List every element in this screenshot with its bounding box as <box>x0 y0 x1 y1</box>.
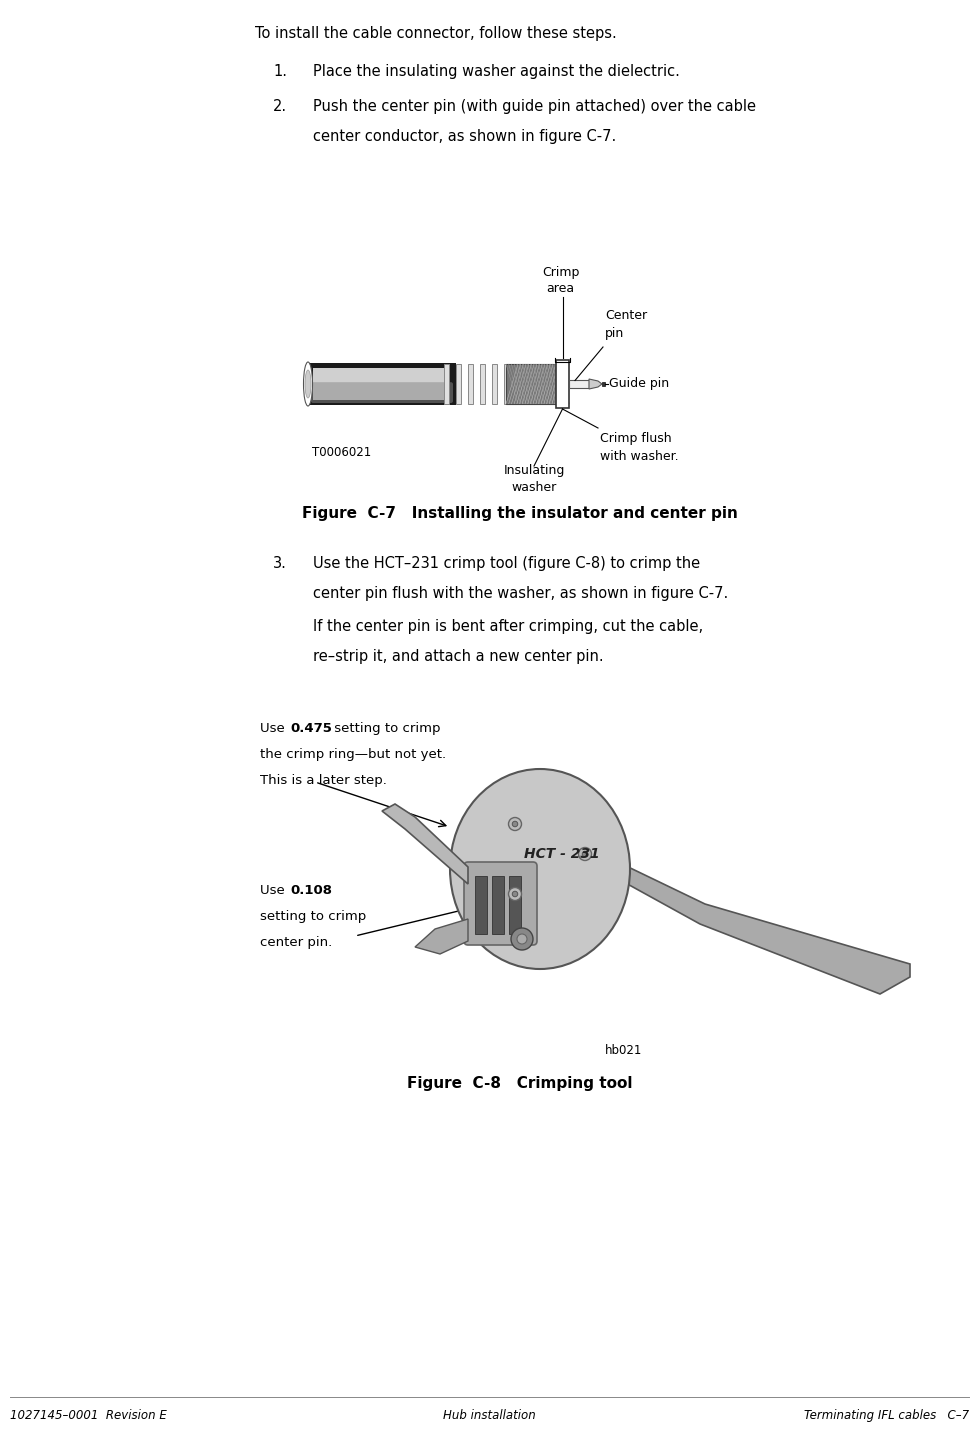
Text: Insulating: Insulating <box>503 464 564 477</box>
Bar <box>515 364 521 404</box>
Text: 1027145–0001  Revision E: 1027145–0001 Revision E <box>10 1409 166 1422</box>
Text: setting to crimp: setting to crimp <box>260 910 366 923</box>
Text: Figure  C-8   Crimping tool: Figure C-8 Crimping tool <box>406 1076 632 1090</box>
Text: Use: Use <box>260 885 289 897</box>
Ellipse shape <box>305 370 311 399</box>
Ellipse shape <box>511 822 517 827</box>
Text: with washer.: with washer. <box>600 450 678 463</box>
Text: Use: Use <box>260 722 289 735</box>
Text: re–strip it, and attach a new center pin.: re–strip it, and attach a new center pin… <box>313 649 603 664</box>
Text: Crimp flush: Crimp flush <box>600 432 671 444</box>
Bar <box>568 380 589 387</box>
Bar <box>492 876 504 935</box>
Text: This is a later step.: This is a later step. <box>260 775 386 787</box>
Bar <box>313 369 446 400</box>
Text: 2.: 2. <box>273 99 287 114</box>
Text: Crimp: Crimp <box>541 266 579 279</box>
Ellipse shape <box>578 847 591 860</box>
Bar <box>527 364 533 404</box>
Text: To install the cable connector, follow these steps.: To install the cable connector, follow t… <box>254 26 616 41</box>
Ellipse shape <box>508 887 521 900</box>
Ellipse shape <box>511 892 517 897</box>
Bar <box>509 876 520 935</box>
Bar <box>308 363 456 404</box>
Ellipse shape <box>516 935 526 945</box>
Text: HCT - 231: HCT - 231 <box>523 847 600 862</box>
Text: 0.108: 0.108 <box>289 885 332 897</box>
Text: Terminating IFL cables   C–7: Terminating IFL cables C–7 <box>803 1409 968 1422</box>
Text: Place the insulating washer against the dielectric.: Place the insulating washer against the … <box>313 64 679 79</box>
Bar <box>467 364 473 404</box>
Text: Use the HCT–231 crimp tool (figure C-8) to crimp the: Use the HCT–231 crimp tool (figure C-8) … <box>313 556 699 572</box>
Bar <box>506 364 556 404</box>
Bar <box>492 364 497 404</box>
Text: Center: Center <box>604 309 646 322</box>
Text: Guide pin: Guide pin <box>608 377 668 390</box>
Ellipse shape <box>450 769 630 969</box>
Ellipse shape <box>582 852 587 857</box>
FancyBboxPatch shape <box>464 862 537 945</box>
Text: pin: pin <box>604 326 624 340</box>
Text: Figure  C-7   Installing the insulator and center pin: Figure C-7 Installing the insulator and … <box>301 506 736 522</box>
Text: center pin flush with the washer, as shown in figure C-7.: center pin flush with the washer, as sho… <box>313 586 728 602</box>
Bar <box>456 364 461 404</box>
Text: T0006021: T0006021 <box>312 446 371 459</box>
Polygon shape <box>621 865 910 995</box>
Bar <box>504 364 509 404</box>
Polygon shape <box>415 919 467 955</box>
Text: Hub installation: Hub installation <box>443 1409 535 1422</box>
Polygon shape <box>381 805 467 885</box>
Ellipse shape <box>303 362 312 406</box>
Text: setting to crimp: setting to crimp <box>330 722 440 735</box>
Bar <box>556 360 568 409</box>
Text: 3.: 3. <box>273 556 287 572</box>
Ellipse shape <box>508 817 521 830</box>
Ellipse shape <box>511 927 532 950</box>
Text: Push the center pin (with guide pin attached) over the cable: Push the center pin (with guide pin atta… <box>313 99 755 114</box>
Text: the crimp ring—but not yet.: the crimp ring—but not yet. <box>260 747 446 762</box>
FancyBboxPatch shape <box>311 382 453 403</box>
Text: If the center pin is bent after crimping, cut the cable,: If the center pin is bent after crimping… <box>313 619 702 634</box>
Text: hb021: hb021 <box>604 1045 642 1057</box>
Bar <box>479 364 485 404</box>
Text: 0.475: 0.475 <box>289 722 332 735</box>
Text: 1.: 1. <box>273 64 287 79</box>
Polygon shape <box>589 379 601 389</box>
Bar <box>601 382 604 386</box>
Bar <box>444 364 449 404</box>
Text: center pin.: center pin. <box>260 936 332 949</box>
Bar <box>474 876 486 935</box>
Text: area: area <box>546 283 574 296</box>
Text: washer: washer <box>511 482 556 494</box>
Text: center conductor, as shown in figure C-7.: center conductor, as shown in figure C-7… <box>313 129 615 144</box>
